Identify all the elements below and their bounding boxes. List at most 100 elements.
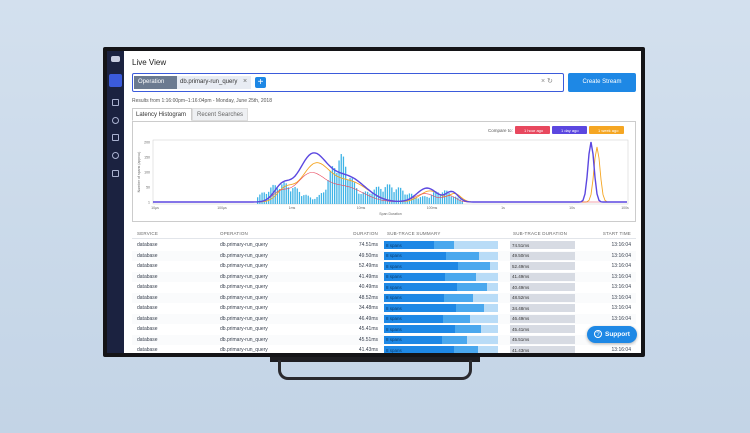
add-button[interactable]: + [255, 77, 266, 88]
y-tick-label: 150 [144, 156, 150, 160]
nav-icon[interactable] [112, 170, 119, 177]
summary-bar [384, 262, 458, 270]
histogram-bar [391, 187, 393, 204]
span-count: 8 spans [386, 326, 402, 332]
duration-cell: 41.43ms [358, 347, 378, 353]
screen: Live View Operation db.primary-run_query × +… [107, 51, 641, 353]
duration-cell: 49.50ms [358, 252, 378, 259]
x-tick-label: 100s [621, 206, 629, 210]
histogram-bar [393, 192, 395, 204]
histogram-bar [395, 189, 397, 204]
subtrace-bar [510, 251, 575, 260]
histogram-bar [455, 196, 457, 204]
subtrace-duration: 41.49ms [512, 274, 530, 279]
service-cell: database [137, 336, 158, 343]
histogram-bar [292, 188, 294, 204]
x-tick-label: 10s [569, 206, 575, 210]
histogram-bar [448, 193, 450, 204]
start-time-cell: 13:16:04 [611, 305, 631, 311]
histogram-bar [356, 188, 358, 204]
subtrace-duration: 45.41ms [512, 326, 530, 332]
nav-active [109, 74, 122, 87]
summary-bar [384, 272, 445, 281]
compare-chip-text: 1 week ago [598, 128, 619, 133]
start-time-cell: 13:16:04 [611, 294, 631, 301]
subtrace-bar [510, 262, 575, 270]
column-header: DURATION [353, 231, 378, 236]
create-stream-button[interactable] [568, 73, 636, 92]
sidebar [107, 51, 124, 353]
summary-bar [384, 325, 455, 333]
histogram-bar [338, 160, 340, 204]
tab-active[interactable] [132, 108, 192, 121]
histogram-bar [397, 187, 400, 204]
histogram-bar [424, 196, 426, 204]
span-count: 8 spans [386, 316, 402, 321]
operation-cell: db.primary-run_query [220, 252, 268, 259]
operation-cell: db.primary-run_query [220, 326, 268, 332]
subtrace-bar [510, 314, 575, 323]
stand-neck [270, 356, 480, 362]
duration-cell: 74.51ms [358, 242, 378, 248]
histogram-bar [444, 190, 446, 204]
histogram-bar [274, 185, 276, 204]
tab[interactable] [192, 108, 248, 121]
histogram-bar [325, 189, 327, 204]
histogram-bar [435, 191, 437, 204]
duration-cell: 45.51ms [358, 336, 378, 343]
nav-icon[interactable] [112, 134, 119, 141]
histogram-bar [419, 197, 422, 204]
duration-cell: 41.49ms [358, 273, 378, 280]
y-tick-label: 1 [148, 201, 150, 205]
chip-remove[interactable]: × [243, 78, 248, 85]
subtrace-duration: 46.49ms [512, 316, 530, 321]
histogram-bar [369, 193, 371, 204]
histogram-bar [309, 197, 312, 204]
support-text: Support [605, 331, 630, 338]
compare-chip[interactable] [589, 126, 624, 134]
operation-cell: db.primary-run_query [220, 315, 268, 322]
support-icon: ? [594, 330, 602, 338]
operation-cell: db.primary-run_query [220, 347, 268, 353]
histogram-bar [384, 187, 386, 204]
nav-icon[interactable] [112, 117, 119, 124]
histogram-bar [411, 193, 413, 204]
histogram-bar [349, 177, 351, 204]
x-tick-label: 10µs [151, 206, 159, 210]
histogram-bar [305, 194, 307, 204]
duration-cell: 34.48ms [358, 305, 378, 311]
nav-icon[interactable] [112, 99, 119, 106]
subtrace-bar [510, 325, 575, 333]
histogram-bar [336, 172, 338, 204]
histogram-bar [404, 194, 406, 204]
histogram-bar [294, 186, 296, 204]
clear-icon[interactable]: × ↻ [541, 78, 553, 85]
histogram-bar [281, 184, 283, 204]
histogram-bar [422, 196, 424, 204]
histogram-bar [441, 192, 444, 204]
column-header: SUB-TRACE SUMMARY [387, 231, 441, 236]
column-header: START TIME [602, 231, 631, 236]
subtrace-bar [510, 304, 575, 312]
histogram-bar [426, 196, 428, 204]
operation-cell: db.primary-run_query [220, 284, 268, 290]
chip-label [134, 76, 177, 89]
duration-cell: 48.52ms [358, 294, 378, 301]
histogram-bar [279, 188, 281, 204]
create-stream-text: Create Stream [582, 79, 622, 85]
histogram-bar [347, 179, 349, 204]
start-time-cell: 13:16:04 [611, 252, 631, 259]
nav-icon[interactable] [112, 152, 119, 159]
y-tick-label: 100 [144, 171, 150, 175]
histogram-bar [446, 190, 448, 204]
start-time-cell: 13:16:04 [611, 273, 631, 280]
compare-chip[interactable] [552, 126, 587, 134]
compare-chip[interactable] [515, 126, 550, 134]
y-tick-label: 50 [146, 186, 150, 190]
search-box[interactable] [132, 73, 564, 92]
compare-chip-text: 1 day ago [561, 128, 579, 133]
histogram-bar [318, 194, 320, 204]
histogram-bar [389, 184, 391, 204]
compare-chip-text: 1 hour ago [524, 128, 544, 133]
operation-cell: db.primary-run_query [220, 336, 268, 343]
